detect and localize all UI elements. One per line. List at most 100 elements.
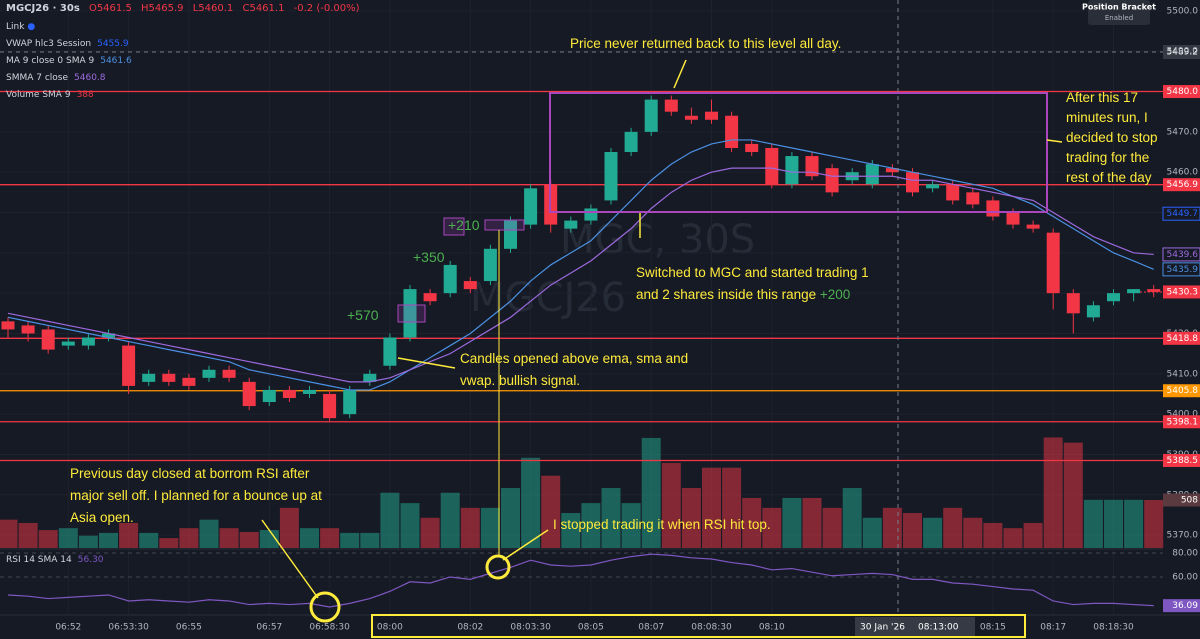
volume-bar bbox=[581, 503, 601, 548]
legend-value: 5455.9 bbox=[97, 39, 129, 49]
y-tick-label: 5470.0 bbox=[1167, 127, 1199, 137]
legend-value: 5461.6 bbox=[100, 56, 132, 66]
candle-body bbox=[61, 341, 75, 346]
volume-bar bbox=[480, 507, 500, 548]
candle-body bbox=[443, 264, 457, 294]
volume-bar bbox=[882, 507, 902, 548]
rsi-line bbox=[7, 553, 1154, 608]
price-badge-label: 5388.5 bbox=[1167, 456, 1199, 466]
candle-body bbox=[122, 345, 136, 386]
x-tick-label: 08:08:30 bbox=[691, 623, 732, 633]
last-price-badge bbox=[1163, 285, 1200, 299]
candle-body bbox=[564, 220, 578, 229]
price-badge-label: 5480.0 bbox=[1167, 87, 1199, 97]
overlay-badge-label: 5439.6 bbox=[1167, 250, 1199, 260]
candle-body bbox=[222, 369, 236, 378]
volume-bar bbox=[681, 488, 701, 548]
volume-bar bbox=[822, 507, 842, 548]
candle-body bbox=[142, 373, 156, 382]
candle-body bbox=[725, 115, 739, 148]
volume-bar bbox=[601, 488, 621, 548]
trade-box bbox=[397, 304, 426, 323]
volume-bar bbox=[1043, 437, 1063, 548]
volume-bar bbox=[983, 522, 1003, 548]
volume-bar bbox=[1144, 500, 1164, 548]
volume-badge-label: 508 bbox=[1181, 496, 1198, 506]
candle-body bbox=[323, 393, 337, 419]
volume-bar bbox=[521, 457, 541, 548]
crosshair-price: 5489.2 bbox=[1167, 48, 1199, 58]
candle-body bbox=[504, 220, 517, 249]
ohlc: L5460.1 bbox=[192, 3, 234, 14]
x-tick-label: 08:18:30 bbox=[1093, 623, 1134, 633]
candle-body bbox=[1, 321, 15, 330]
legend-item: VWAP hlc3 Session 5455.9 bbox=[6, 39, 129, 49]
candle-body bbox=[403, 289, 417, 338]
crosshair-time: 08:13:00 bbox=[918, 623, 959, 633]
candle-body bbox=[1066, 293, 1080, 314]
rsi-badge bbox=[1163, 599, 1200, 613]
candle-body bbox=[303, 389, 316, 394]
symbol: MGCJ26 · 30s bbox=[6, 3, 80, 14]
volume-bar bbox=[78, 535, 98, 548]
y-tick-label: 5460.0 bbox=[1167, 168, 1199, 178]
position-bracket-title: Position Bracket bbox=[1082, 3, 1156, 12]
candle-body bbox=[684, 115, 698, 120]
crosshair-time-bg bbox=[855, 617, 975, 636]
candle-body bbox=[785, 156, 799, 185]
volume-bar bbox=[561, 513, 581, 548]
rsi-circle bbox=[309, 591, 341, 623]
candle-body bbox=[966, 192, 980, 205]
annotation: I stopped trading it when RSI hit top. bbox=[553, 517, 771, 532]
change: -0.2 (-0.00%) bbox=[293, 3, 360, 14]
y-tick-label: 5490.0 bbox=[1167, 47, 1199, 57]
crosshair-price-bg bbox=[1163, 45, 1200, 59]
volume-bar bbox=[963, 517, 983, 548]
price-badge-label: 5398.1 bbox=[1167, 417, 1199, 427]
annotation: Candles opened above ema, sma and vwap. … bbox=[460, 351, 689, 388]
trade-box bbox=[443, 217, 465, 236]
candle-body bbox=[363, 373, 377, 382]
volume-bar bbox=[842, 488, 862, 548]
last-price-label: 5430.3 bbox=[1167, 287, 1199, 297]
annotation-block: Switched to MGC and started trading 1 an… bbox=[636, 262, 886, 306]
volume-bar bbox=[38, 530, 58, 548]
link[interactable]: Link ● bbox=[6, 22, 36, 32]
volume-bar bbox=[259, 530, 279, 548]
volume-bar bbox=[1124, 499, 1144, 548]
volume-bar bbox=[501, 488, 520, 548]
candle-body bbox=[986, 200, 1000, 217]
volume-bar bbox=[1104, 499, 1123, 548]
volume-bar bbox=[782, 497, 802, 548]
candle-body bbox=[483, 248, 497, 282]
price-badge bbox=[1163, 384, 1200, 398]
arrow-line bbox=[673, 59, 687, 89]
price-badge bbox=[1163, 331, 1200, 345]
position-bracket[interactable] bbox=[1088, 0, 1150, 25]
annotation: Switched to MGC and started trading 1 an… bbox=[636, 265, 869, 302]
y-tick-label: 5400.0 bbox=[1167, 410, 1199, 420]
legend-value: 388 bbox=[76, 90, 94, 100]
trade-box bbox=[484, 219, 525, 231]
range-box bbox=[549, 92, 1048, 213]
candle-body bbox=[41, 329, 55, 350]
volume-bar bbox=[119, 522, 139, 548]
volume-bar bbox=[0, 519, 18, 548]
volume-bar bbox=[400, 503, 420, 548]
rsi-label: RSI 14 SMA 14 bbox=[6, 555, 72, 565]
price-badge-label: 5456.9 bbox=[1167, 180, 1199, 190]
annotation-pnl: +200 bbox=[819, 287, 851, 302]
volume-bar bbox=[99, 532, 118, 548]
volume-bar bbox=[862, 517, 882, 548]
x-tick-label: 08:17 bbox=[1040, 623, 1066, 633]
volume-bar bbox=[440, 492, 460, 548]
volume-bar bbox=[380, 492, 400, 548]
link-text: Link bbox=[6, 22, 25, 32]
x-tick-label: 08:05 bbox=[578, 623, 604, 633]
legend-item: MA 9 close 0 SMA 9 5461.6 bbox=[6, 56, 132, 66]
price-badge-label: 5405.8 bbox=[1167, 386, 1199, 396]
candle-body bbox=[21, 325, 35, 334]
watermark: MGC, 30S bbox=[560, 217, 755, 263]
